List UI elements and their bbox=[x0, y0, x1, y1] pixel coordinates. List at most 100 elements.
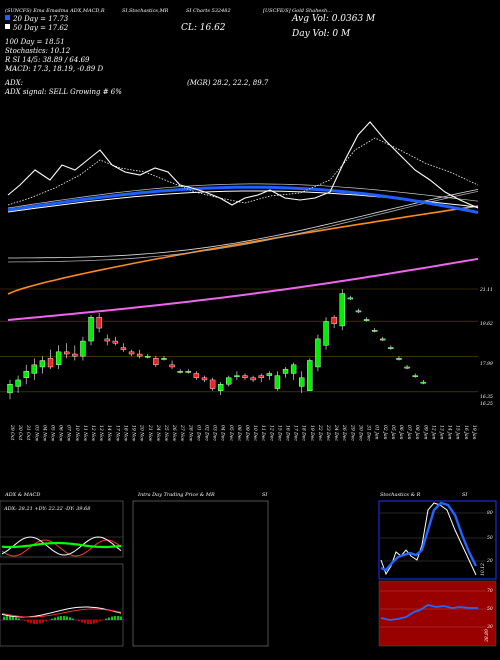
macd-signal bbox=[1, 608, 122, 618]
adx-plus-di bbox=[1, 541, 122, 549]
macd-histogram-bar bbox=[6, 616, 8, 620]
adx-panel-label: ADX: 28.21 +DY: 22.22 -DY: 39.68 bbox=[3, 506, 90, 512]
candle bbox=[282, 366, 289, 378]
date-tick: 16 Dec bbox=[285, 425, 291, 441]
candle-body bbox=[226, 377, 232, 385]
ema20-swatch bbox=[5, 15, 10, 20]
date-tick: 07 Jan bbox=[406, 425, 412, 440]
date-tick: 05 Jan bbox=[390, 425, 396, 440]
candle-body bbox=[7, 384, 13, 394]
macd-histogram-bar bbox=[90, 620, 92, 624]
ema-white-band-2 bbox=[7, 183, 479, 209]
rsi-level-70: 70 bbox=[487, 588, 493, 594]
adx-minus-di bbox=[1, 539, 122, 557]
stoch-title-right: SI bbox=[462, 492, 468, 498]
date-tick: 26 Nov bbox=[171, 424, 177, 442]
macd-line bbox=[1, 606, 122, 618]
macd-histogram-bar bbox=[87, 620, 89, 624]
rsi-label: R SI 14/5: 38.89 / 64.69 bbox=[4, 56, 90, 64]
day-volume: Day Vol: 0 M bbox=[291, 29, 351, 39]
macd-histogram-bar bbox=[120, 616, 122, 620]
date-tick: 06 Nov bbox=[58, 425, 64, 442]
adx-macd-title: ADX & MACD bbox=[4, 492, 40, 498]
candle-body bbox=[104, 338, 110, 342]
header-line-1: (SUNCFS) Ema Emadma ADX,MACD,R bbox=[5, 7, 105, 14]
candle bbox=[7, 379, 13, 400]
candle bbox=[120, 343, 127, 352]
date-tick: 09 Jan bbox=[422, 425, 428, 440]
ema-magenta-line bbox=[7, 257, 479, 321]
macd-histogram-bar bbox=[84, 620, 86, 624]
ema-grey-line bbox=[7, 191, 479, 263]
macd-histogram-bar bbox=[81, 620, 83, 623]
candle-body bbox=[380, 338, 386, 341]
close-line bbox=[7, 121, 479, 209]
date-tick: 18 Dec bbox=[301, 425, 307, 441]
header-line-1d: [USCFE/S] Gold Shahesh... bbox=[263, 8, 332, 14]
date-tick: 05 Nov bbox=[50, 425, 56, 442]
stochastics-lines bbox=[380, 501, 486, 576]
macd-histogram-bar bbox=[93, 620, 95, 624]
candle bbox=[217, 382, 224, 396]
ema-grey-line-2 bbox=[8, 189, 479, 259]
candle-body bbox=[347, 297, 354, 300]
date-tick: 17 Nov bbox=[114, 425, 120, 442]
price-level-label: 16.35 bbox=[480, 394, 493, 400]
macd-histogram-bar bbox=[36, 620, 38, 624]
macd-histogram-bar bbox=[108, 617, 110, 620]
macd-label: MACD: 17.3, 18.19, -0.89 D bbox=[4, 65, 103, 73]
date-tick: 08 Dec bbox=[236, 425, 242, 441]
date-tick: 04 Nov bbox=[41, 425, 47, 442]
candle bbox=[47, 349, 54, 370]
stoch-title: Stochastics & R bbox=[380, 492, 421, 498]
candle-body bbox=[201, 377, 208, 381]
candle-body bbox=[47, 358, 54, 368]
macd-histogram-bar bbox=[63, 616, 65, 620]
date-tick: 12 Nov bbox=[90, 425, 96, 442]
date-tick: 12 Dec bbox=[268, 425, 274, 441]
candle-body bbox=[404, 366, 410, 369]
stochastics-label: Stochastics: 10.12 bbox=[5, 47, 71, 55]
ema50-label: 50 Day = 17.62 bbox=[13, 24, 69, 32]
candle bbox=[315, 334, 321, 372]
date-tick: 09 Dec bbox=[244, 425, 250, 441]
date-tick: 05 Dec bbox=[228, 425, 234, 441]
candle bbox=[64, 343, 70, 359]
candle bbox=[112, 336, 119, 346]
candle-body bbox=[96, 317, 102, 329]
price-level-label: 21.11 bbox=[479, 287, 493, 293]
candle bbox=[355, 308, 362, 313]
date-tick: 13 Jan bbox=[438, 425, 444, 440]
date-tick: 28 Nov bbox=[187, 424, 193, 442]
ema50-swatch bbox=[5, 24, 10, 29]
macd-histogram-bar bbox=[3, 616, 5, 620]
candle-body bbox=[72, 353, 78, 357]
candle bbox=[128, 349, 135, 357]
candle-body bbox=[55, 351, 62, 366]
price-level-label: 16.25 bbox=[480, 401, 493, 407]
candle-body bbox=[315, 338, 321, 368]
macd-histogram-bar bbox=[30, 620, 32, 624]
macd-histogram-bar bbox=[27, 620, 29, 623]
candle bbox=[55, 345, 62, 370]
candle-body bbox=[371, 330, 378, 332]
date-axis: 29 Oct 30 Oct 31 Oct 03 Nov 04 Nov 05 Nov 06 N… bbox=[9, 424, 477, 442]
candle-body bbox=[193, 373, 200, 378]
candle bbox=[201, 375, 208, 383]
rsi-level-30: 30 bbox=[487, 624, 493, 630]
candle bbox=[388, 345, 394, 350]
candle-body bbox=[209, 379, 216, 389]
date-tick: 13 Nov bbox=[98, 425, 104, 442]
candle-body bbox=[88, 317, 94, 342]
macd-histogram-bar bbox=[42, 620, 44, 623]
candle bbox=[307, 358, 313, 391]
macd-histogram-bar bbox=[39, 620, 41, 624]
candle-body bbox=[120, 347, 127, 350]
date-tick: 31 Dec bbox=[366, 425, 372, 441]
stoch-k-line bbox=[380, 502, 477, 576]
dotted-line bbox=[7, 137, 479, 206]
rsi-level-50: 50 bbox=[487, 606, 493, 612]
candle-body bbox=[64, 351, 70, 355]
candle bbox=[234, 371, 240, 380]
date-tick: 01 Jan bbox=[374, 425, 380, 440]
